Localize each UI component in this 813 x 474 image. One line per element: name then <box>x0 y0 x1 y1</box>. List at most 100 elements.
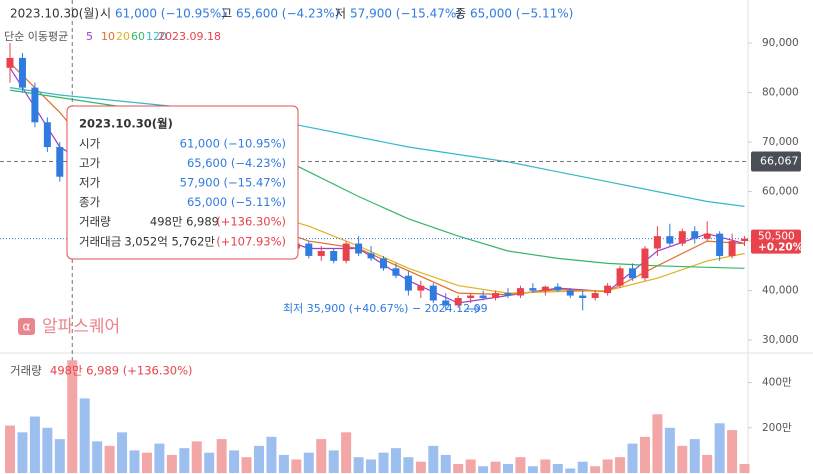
volume-bar <box>615 457 626 473</box>
tooltip-value: 65,000 (−5.11%) <box>187 195 286 209</box>
annotation-arrowhead <box>474 304 481 314</box>
last-price-box <box>751 229 801 254</box>
volume-bar <box>341 432 352 473</box>
volume-bar <box>515 457 526 473</box>
volume-bar <box>104 445 115 473</box>
volume-bar <box>353 457 364 473</box>
y-tick-label: 40,000 <box>762 285 799 297</box>
candle-body <box>678 231 686 244</box>
candle-body <box>703 233 711 239</box>
volume-bar <box>627 443 638 473</box>
header-value: 65,600 (−4.23%) <box>236 7 339 21</box>
header-label: 저 <box>335 7 346 21</box>
candle-body <box>305 243 313 256</box>
candle-body <box>479 295 487 299</box>
moving-average-line <box>9 87 745 207</box>
candle-body <box>653 236 661 249</box>
header-date: 2023.10.30(월) <box>10 7 99 21</box>
tooltip-label: 거래대금 <box>79 235 121 249</box>
volume-bar <box>527 466 538 473</box>
volume-bar <box>664 427 675 473</box>
legend-entry: 20 <box>116 30 130 43</box>
tooltip-label: 저가 <box>79 176 101 190</box>
volume-bar <box>191 441 202 473</box>
header-value: 57,900 (−15.47%) <box>350 7 461 21</box>
legend-date: 2023.09.18 <box>158 30 221 43</box>
header-label: 고 <box>221 7 232 21</box>
volume-bar <box>278 454 289 473</box>
volume-bar <box>378 452 389 473</box>
volume-bar <box>453 463 464 473</box>
volume-bar <box>465 459 476 473</box>
legend-entry: 5 <box>86 30 93 43</box>
volume-bar <box>316 439 327 473</box>
tooltip-change: (+136.30%) <box>216 215 286 229</box>
candle-body <box>504 293 512 296</box>
candle-body <box>492 293 500 299</box>
volume-bar <box>154 443 165 473</box>
y-tick-label: 30,000 <box>762 334 799 346</box>
volume-bar <box>602 459 613 473</box>
candle-body <box>566 290 574 296</box>
volume-bar <box>166 454 177 473</box>
legend-entry: 10 <box>101 30 115 43</box>
tooltip-value: 61,000 (−10.95%) <box>180 137 286 151</box>
header-value: 65,000 (−5.11%) <box>470 7 573 21</box>
candle-body <box>516 288 524 296</box>
volume-bar <box>366 459 377 473</box>
candle-body <box>741 238 749 242</box>
volume-bar <box>229 450 240 473</box>
volume-bar <box>328 450 339 473</box>
candle-body <box>392 268 400 276</box>
candle-body <box>629 268 636 279</box>
candle-body <box>579 295 587 299</box>
volume-tick-label: 400만 <box>762 377 792 389</box>
candle-body <box>330 250 338 261</box>
candle-body <box>56 147 64 177</box>
volume-bar <box>490 461 501 473</box>
min-annotation: 최저 35,900 (+40.67%) − 2024.12.09 <box>283 302 488 315</box>
volume-bar <box>17 432 28 473</box>
candle-body <box>541 286 549 291</box>
candle-body <box>529 288 537 291</box>
y-tick-label: 80,000 <box>762 87 799 99</box>
volume-bar <box>590 466 601 473</box>
candle-body <box>43 122 51 148</box>
volume-bar <box>739 463 750 473</box>
volume-bar <box>727 430 738 473</box>
volume-bar <box>714 423 725 473</box>
volume-bar <box>241 457 252 473</box>
overlay-layer: 2023.10.30(월) 시 61,000 (−10.95%) 고 65,60… <box>4 7 804 434</box>
last-price-change: +0.20% <box>758 242 804 254</box>
candle-body <box>417 285 425 291</box>
candle-body <box>467 295 475 299</box>
candle-body <box>6 57 14 68</box>
legend-entry: 60 <box>131 30 145 43</box>
header-label: 시 <box>100 7 111 21</box>
header-value: 61,000 (−10.95%) <box>115 7 226 21</box>
candle-body <box>317 250 325 256</box>
volume-bar <box>403 457 414 473</box>
candle-body <box>355 243 363 254</box>
candle-body <box>31 87 39 123</box>
legend-entry: 120 <box>146 30 167 43</box>
watermark-icon <box>18 318 35 335</box>
tooltip-label: 종가 <box>79 195 101 209</box>
candle-body <box>18 57 26 88</box>
volume-bar <box>415 461 426 473</box>
crosshair-label: 66,067 <box>760 155 799 168</box>
volume-bar <box>5 425 15 473</box>
volume-bar <box>677 445 688 473</box>
tooltip-label: 거래량 <box>79 215 111 229</box>
candle-body <box>342 243 350 261</box>
candle-body <box>404 275 412 291</box>
candle-body <box>367 253 375 259</box>
volume-bar <box>254 445 264 473</box>
candle-body <box>691 231 699 239</box>
candle-body <box>716 233 724 256</box>
volume-bar <box>303 452 314 473</box>
crosshair-label-box <box>751 151 801 172</box>
volume-bar <box>552 463 563 473</box>
volume-title: 거래량 <box>10 364 42 378</box>
candle-body <box>604 285 612 294</box>
